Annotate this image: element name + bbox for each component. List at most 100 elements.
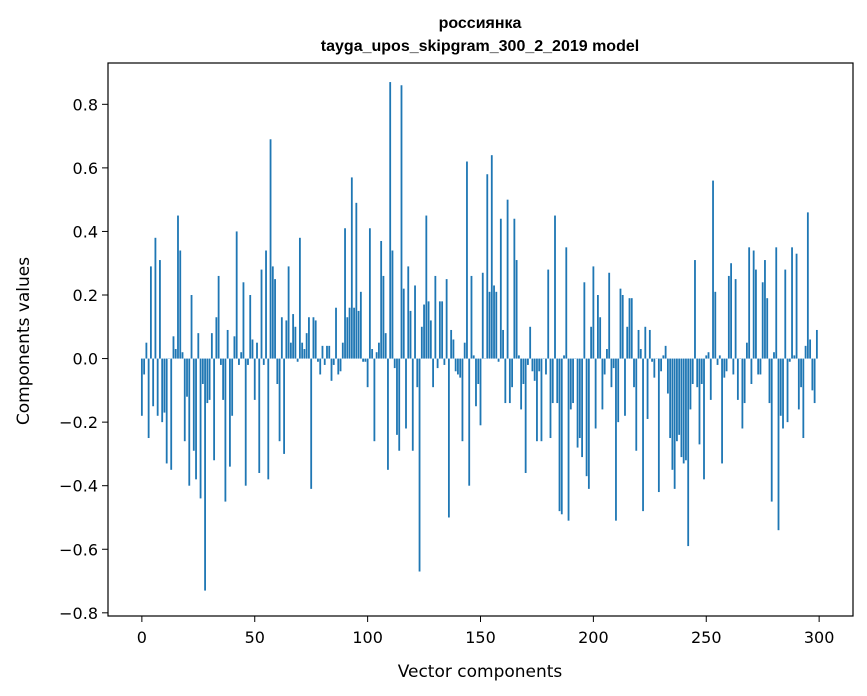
bar [624,358,626,416]
x-tick-label: 100 [352,628,383,647]
bar [251,339,254,359]
bar [192,358,195,451]
bar [269,139,272,359]
bar [723,358,726,378]
bar [703,358,705,480]
bar [321,345,324,359]
bar [305,333,308,359]
bar [140,358,143,416]
bar [217,275,220,359]
x-axis: 0 50 100 150 200 250 300 [137,616,834,647]
bar [578,358,581,439]
bar [149,266,152,359]
bar [531,358,534,372]
bar [344,228,346,359]
bar [545,358,547,375]
bar [323,358,326,365]
bar [730,263,732,359]
bar [317,358,319,362]
bar [558,358,561,512]
bar [298,237,301,359]
bar [508,358,511,404]
bar [348,307,351,359]
bar [143,358,146,375]
bar [265,250,267,359]
bar [587,358,590,489]
bar [466,161,468,359]
bar [359,291,362,359]
bar [599,317,602,359]
y-axis-label: Components values [14,257,34,425]
x-axis-label: Vector components [398,662,563,682]
bar [517,355,520,359]
bar [648,329,651,359]
bar [660,358,663,372]
bar [583,282,586,359]
bar [147,358,150,439]
bar [694,260,696,359]
bar [384,333,387,359]
bar [461,358,464,442]
bar-series [140,82,818,591]
bar [786,358,789,423]
bar [475,358,477,407]
bar [513,218,516,359]
bar [398,358,401,451]
bar [267,358,270,480]
bar [569,358,572,410]
bar [685,358,687,461]
bar [773,352,775,359]
bar [163,358,166,413]
bar [258,358,261,473]
bar [682,358,685,464]
bar [328,345,331,359]
bar [666,358,669,394]
bar [662,355,665,359]
bar [563,355,565,359]
bar [326,345,328,359]
bar [436,358,439,369]
bar [199,358,202,499]
bar [759,358,762,375]
bar [743,358,746,404]
bar [511,358,514,388]
bar [766,298,769,359]
x-tick-label: 0 [137,628,147,647]
bar [330,358,333,381]
bar [420,326,423,359]
bar [373,358,376,442]
bar [201,358,204,384]
y-axis: −0.8 −0.6 −0.4 −0.2 0.0 0.2 0.4 0.6 0.8 [59,95,108,623]
bar [371,349,374,359]
bar [745,342,748,359]
bar [716,358,719,365]
bar [788,358,791,362]
bar [434,275,437,359]
bar [368,228,371,359]
bar [432,358,434,388]
bar [425,215,428,359]
bar [700,358,703,384]
bar [565,247,568,359]
bar [170,358,173,470]
bar [231,358,234,416]
bar [633,358,635,388]
bar [335,307,337,359]
x-tick-label: 150 [465,628,496,647]
y-tick-label: 0.4 [73,222,98,241]
bar [481,272,484,359]
bar [741,358,744,429]
bar [427,301,430,359]
bar [308,317,310,359]
bar [554,215,556,359]
bar [657,358,660,493]
y-tick-label: 0.6 [73,159,98,178]
bar [165,358,168,464]
bar [287,266,290,359]
bar [339,358,342,372]
bar [576,358,579,448]
bar [556,358,559,404]
bar [797,358,800,410]
bar [784,269,787,359]
bar [249,295,252,359]
